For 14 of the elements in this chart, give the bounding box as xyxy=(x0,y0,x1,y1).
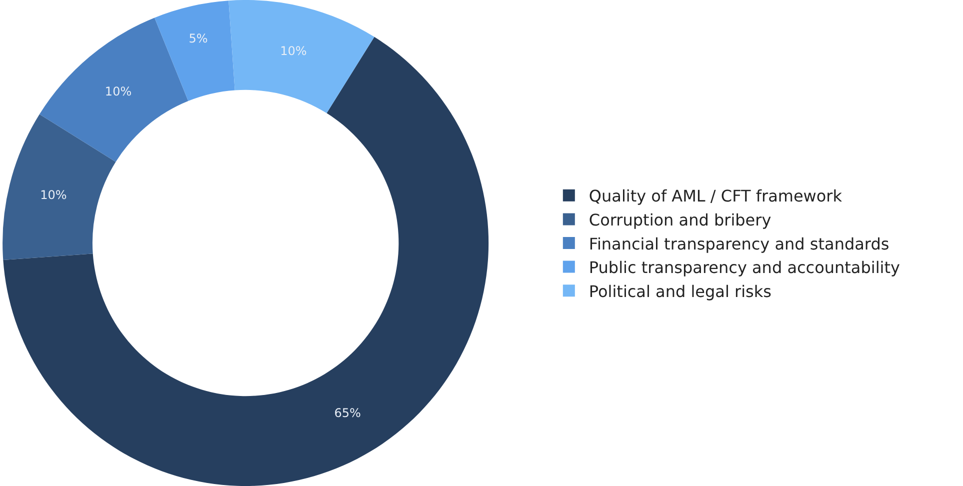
donut-slice xyxy=(39,18,188,162)
data-label: 10% xyxy=(40,188,67,202)
legend-label: Corruption and bribery xyxy=(588,210,772,230)
data-label: 10% xyxy=(104,84,132,98)
legend-label: Quality of AML / CFT framework xyxy=(588,186,843,206)
data-label: 10% xyxy=(280,44,307,58)
legend-label: Public transparency and accountability xyxy=(588,258,900,278)
data-label: 65% xyxy=(334,406,361,420)
donut-slice xyxy=(228,0,374,114)
donut-slice xyxy=(154,0,235,102)
legend-label: Financial transparency and standards xyxy=(588,234,890,254)
donut-slice xyxy=(2,114,116,260)
legend-label: Political and legal risks xyxy=(588,282,772,301)
data-label: 5% xyxy=(188,31,208,46)
